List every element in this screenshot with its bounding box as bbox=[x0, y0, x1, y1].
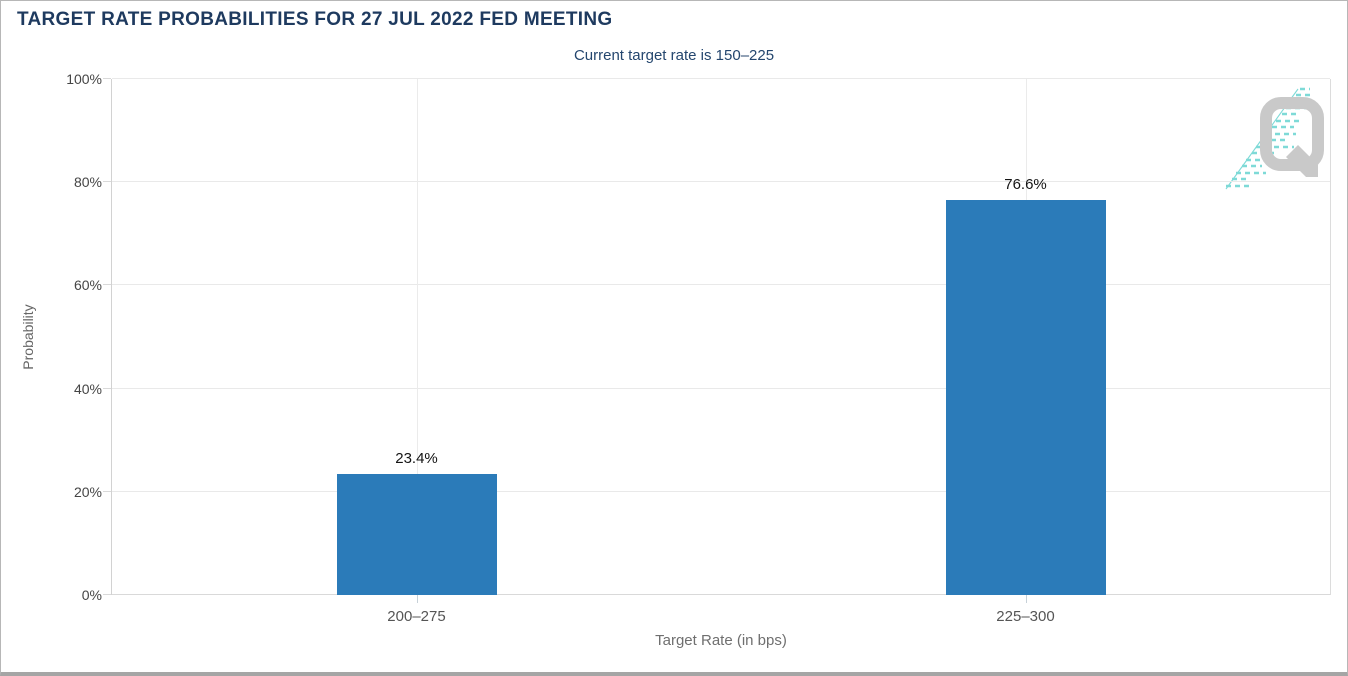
y-axis-title: Probability bbox=[20, 304, 36, 370]
gridline-vertical bbox=[416, 79, 418, 595]
y-tick-label: 20% bbox=[73, 483, 102, 500]
x-axis-tick bbox=[1025, 595, 1027, 603]
bar-value-label: 76.6% bbox=[1004, 175, 1047, 193]
y-axis-tick bbox=[103, 490, 111, 492]
gridline-horizontal bbox=[112, 387, 1330, 389]
gridline-horizontal bbox=[112, 78, 1330, 79]
q-logo-watermark-icon bbox=[1225, 87, 1324, 190]
x-category-label: 225–300 bbox=[996, 608, 1055, 625]
y-tick-label: 100% bbox=[66, 71, 102, 87]
bar bbox=[336, 474, 497, 595]
y-tick-label: 0% bbox=[81, 587, 102, 603]
y-axis-tick-labels: 0% 20% 40% 60% 80% 100% bbox=[1, 71, 102, 603]
bar bbox=[945, 199, 1106, 595]
gridline-horizontal bbox=[112, 284, 1330, 286]
gridline-horizontal bbox=[112, 594, 1330, 595]
bar-value-label: 23.4% bbox=[395, 450, 438, 468]
gridline-horizontal bbox=[112, 181, 1330, 183]
x-axis-tick bbox=[416, 595, 418, 603]
plot-area: 23.4% 200–275 76.6% 225–300 bbox=[103, 78, 1331, 625]
chart-title: TARGET RATE PROBABILITIES FOR 27 JUL 202… bbox=[17, 9, 613, 30]
x-axis-title: Target Rate (in bps) bbox=[655, 632, 787, 649]
y-tick-label: 40% bbox=[73, 380, 102, 397]
y-tick-label: 80% bbox=[73, 174, 102, 191]
y-axis-tick bbox=[103, 594, 111, 595]
gridline-horizontal bbox=[112, 490, 1330, 492]
chart-subtitle: Current target rate is 150–225 bbox=[573, 47, 775, 64]
y-tick-label: 60% bbox=[73, 277, 102, 294]
y-axis-tick bbox=[103, 181, 111, 183]
y-axis-tick bbox=[103, 387, 111, 389]
x-category-label: 200–275 bbox=[387, 608, 446, 625]
y-axis-tick bbox=[103, 284, 111, 286]
y-axis-tick bbox=[103, 78, 111, 79]
